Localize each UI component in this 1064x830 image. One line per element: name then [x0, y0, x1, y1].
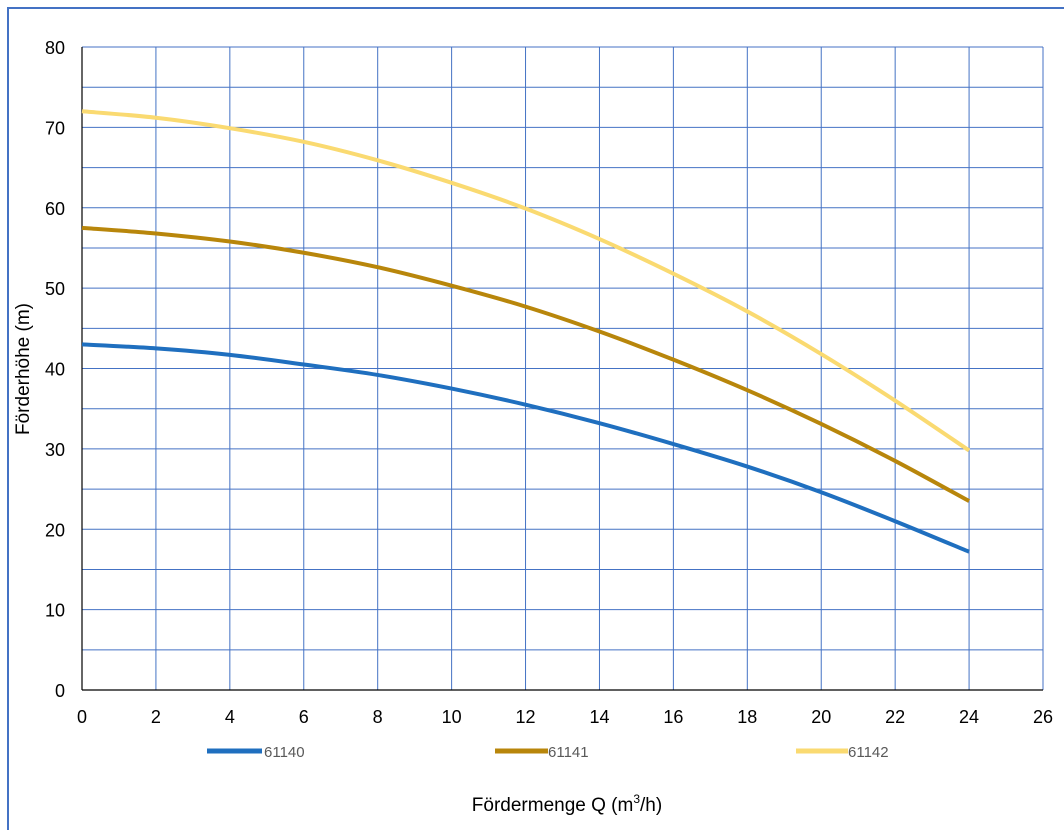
x-axis-label-main: Fördermenge Q (m — [472, 795, 634, 816]
y-tick-label: 40 — [45, 360, 65, 380]
y-tick-label: 80 — [45, 38, 65, 58]
legend: 61140 61141 61142 — [207, 744, 889, 761]
legend-entry: 61141 — [495, 744, 589, 761]
x-axis-label-tail: /h) — [640, 795, 662, 816]
x-tick-label: 16 — [663, 707, 683, 727]
x-tick-label: 26 — [1033, 707, 1053, 727]
chart-border — [7, 7, 1064, 830]
legend-label: 61142 — [848, 744, 889, 761]
x-tick-label: 10 — [442, 707, 462, 727]
x-tick-label: 18 — [737, 707, 757, 727]
y-tick-label: 70 — [45, 118, 65, 138]
series-line-61140 — [81, 342, 970, 554]
grid-lines — [82, 46, 1044, 690]
axes — [81, 47, 1043, 691]
y-tick-label: 20 — [45, 520, 65, 540]
legend-entry: 61140 — [207, 744, 305, 761]
y-tick-label: 50 — [45, 279, 65, 299]
x-tick-label: 6 — [299, 707, 309, 727]
series-lines — [81, 109, 971, 554]
x-tick-label: 2 — [151, 707, 161, 727]
y-tick-label: 0 — [55, 681, 65, 701]
x-tick-label: 22 — [885, 707, 905, 727]
x-tick-label: 12 — [516, 707, 536, 727]
x-tick-label: 4 — [225, 707, 235, 727]
x-axis-label-superscript: 3 — [633, 792, 640, 806]
y-tick-label: 10 — [45, 601, 65, 621]
x-tick-label: 14 — [589, 707, 609, 727]
x-tick-label: 8 — [373, 707, 383, 727]
y-tick-label: 30 — [45, 440, 65, 460]
x-tick-label: 24 — [959, 707, 979, 727]
series-line-61142 — [81, 109, 971, 453]
legend-label: 61140 — [264, 744, 305, 761]
legend-label: 61141 — [548, 744, 589, 761]
y-axis-label: Förderhöhe (m) — [13, 303, 34, 435]
x-tick-label: 0 — [77, 707, 87, 727]
legend-entry: 61142 — [796, 744, 889, 761]
y-tick-label: 60 — [45, 199, 65, 219]
series-line-61141 — [81, 225, 971, 503]
x-axis-label: Fördermenge Q (m3/h) — [472, 792, 662, 816]
x-tick-label: 20 — [811, 707, 831, 727]
